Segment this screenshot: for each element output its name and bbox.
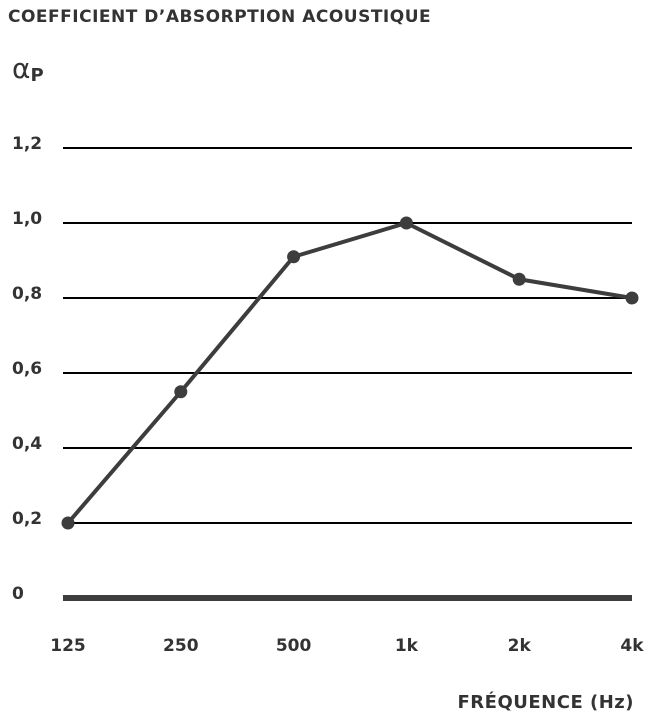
x-axis-label: FRÉQUENCE (Hz) bbox=[458, 691, 635, 713]
data-point bbox=[287, 250, 301, 264]
x-tick-label: 250 bbox=[163, 636, 199, 656]
y-axis-label: αP bbox=[12, 52, 44, 86]
y-axis-symbol: α bbox=[12, 52, 30, 85]
y-tick-label: 0,4 bbox=[12, 434, 42, 454]
y-axis-subscript: P bbox=[30, 65, 43, 86]
y-tick-label: 0,6 bbox=[12, 359, 42, 379]
data-point bbox=[61, 516, 75, 530]
x-tick-label: 125 bbox=[50, 636, 86, 656]
y-tick-label: 1,0 bbox=[12, 209, 42, 229]
x-tick-label: 4k bbox=[620, 636, 644, 656]
data-point bbox=[625, 291, 639, 305]
line bbox=[66, 221, 633, 525]
chart-title: COEFFICIENT D’ABSORPTION ACOUSTIQUE bbox=[8, 7, 431, 27]
y-tick-label: 0 bbox=[12, 584, 24, 604]
x-tick-label: 2k bbox=[508, 636, 532, 656]
x-tick-label: 500 bbox=[276, 636, 312, 656]
y-tick-label: 1,2 bbox=[12, 134, 42, 154]
data-point bbox=[399, 216, 413, 230]
data-point bbox=[174, 385, 188, 399]
x-tick-label: 1k bbox=[395, 636, 419, 656]
y-tick-label: 0,2 bbox=[12, 509, 42, 529]
y-tick-label: 0,8 bbox=[12, 284, 42, 304]
data-point bbox=[512, 272, 526, 286]
